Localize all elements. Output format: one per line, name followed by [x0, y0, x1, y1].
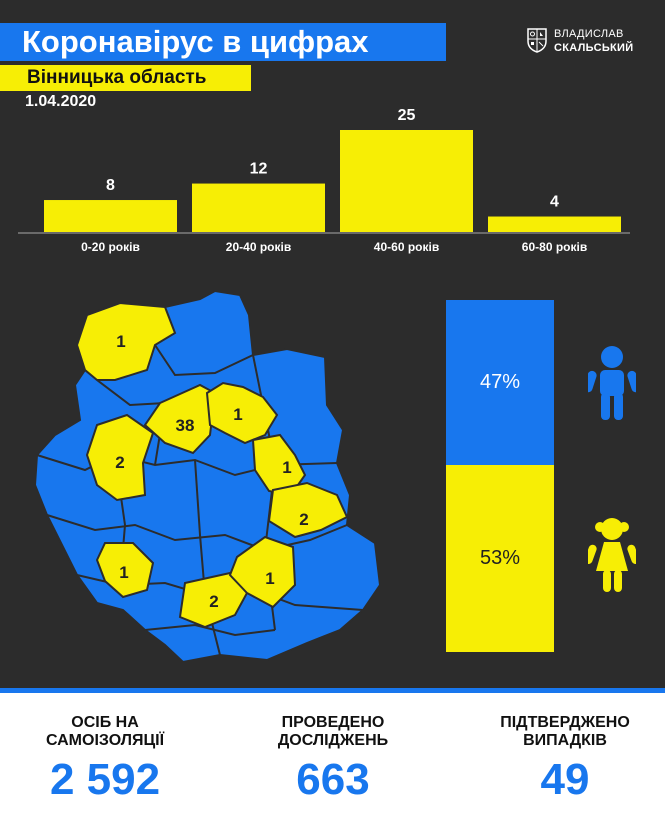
- district-highlight: [75, 301, 177, 381]
- district-highlight: [95, 542, 155, 599]
- district-highlight: [85, 413, 155, 502]
- stat-tests: ПРОВЕДЕНО ДОСЛІДЖЕНЬ 663: [228, 714, 438, 804]
- district-count: 1: [116, 332, 125, 351]
- district-count: 2: [115, 453, 124, 472]
- gender-split-chart: 47% 53%: [446, 300, 554, 652]
- region-map: 1 38 1 2 1 2 1 2 1: [33, 289, 382, 664]
- stat-value: 663: [296, 755, 370, 804]
- district-count: 1: [119, 563, 128, 582]
- age-bar: [340, 130, 473, 233]
- logo-name-last: СКАЛЬСЬКИЙ: [554, 42, 634, 54]
- female-share-label: 53%: [479, 546, 521, 569]
- region-subtitle: Вінницька область: [27, 67, 207, 88]
- stat-label: ПРОВЕДЕНО ДОСЛІДЖЕНЬ: [277, 714, 389, 749]
- age-bar-category-label: 0-20 років: [81, 240, 140, 254]
- age-bar-value-label: 8: [106, 177, 115, 194]
- stats-divider: [0, 688, 665, 693]
- age-bar-value-label: 12: [250, 161, 268, 178]
- stat-value: 49: [540, 755, 590, 804]
- male-share-label: 47%: [479, 370, 521, 393]
- district-count: 1: [233, 405, 242, 424]
- age-bar: [44, 200, 177, 233]
- stat-self-isolation: ОСІБ НА САМОІЗОЛЯЦІЇ 2 592: [0, 714, 210, 804]
- female-person-icon: [588, 518, 636, 592]
- age-bar-value-label: 25: [398, 107, 416, 124]
- stat-label: ПІДТВЕРДЖЕНО ВИПАДКІВ: [500, 714, 630, 749]
- report-date: 1.04.2020: [25, 93, 97, 110]
- age-bar: [488, 216, 621, 233]
- male-person-icon: [588, 346, 636, 420]
- district-count: 2: [209, 592, 218, 611]
- male-share-segment: [446, 300, 554, 465]
- district-count-labels: 1 38 1 2 1 2 1 2 1: [115, 332, 308, 611]
- age-bar-category-label: 60-80 років: [522, 240, 587, 254]
- district-highlight: [205, 381, 279, 445]
- page-title: Коронавірус в цифрах: [22, 24, 369, 59]
- highlighted-districts: [75, 301, 349, 629]
- title-banner: [0, 23, 446, 61]
- subtitle-banner: [0, 65, 251, 91]
- logo-name-first: ВЛАДИСЛАВ: [554, 28, 624, 40]
- female-share-segment: [446, 465, 554, 652]
- age-bar-category-label: 20-40 років: [226, 240, 291, 254]
- stat-label: ОСІБ НА САМОІЗОЛЯЦІЇ: [45, 714, 165, 749]
- summary-stats-panel: ОСІБ НА САМОІЗОЛЯЦІЇ 2 592 ПРОВЕДЕНО ДОС…: [0, 688, 665, 831]
- coat-of-arms-icon: [527, 28, 547, 53]
- age-bar: [192, 183, 325, 233]
- district-count: 38: [176, 416, 195, 435]
- district-count: 1: [265, 569, 274, 588]
- author-logo: ВЛАДИСЛАВ СКАЛЬСЬКИЙ: [526, 26, 644, 56]
- district-highlight: [228, 535, 297, 609]
- age-bar-value-label: 4: [550, 194, 559, 211]
- district-count: 1: [282, 458, 291, 477]
- district-highlight: [143, 383, 217, 455]
- stat-confirmed: ПІДТВЕРДЖЕНО ВИПАДКІВ 49: [460, 714, 665, 804]
- stat-value: 2 592: [49, 755, 161, 804]
- age-bar-category-label: 40-60 років: [374, 240, 439, 254]
- age-bar-chart: 8 0-20 років 12 20-40 років 25 40-60 років 4 60…: [18, 107, 630, 254]
- district-count: 2: [299, 510, 308, 529]
- district-highlight: [267, 481, 349, 539]
